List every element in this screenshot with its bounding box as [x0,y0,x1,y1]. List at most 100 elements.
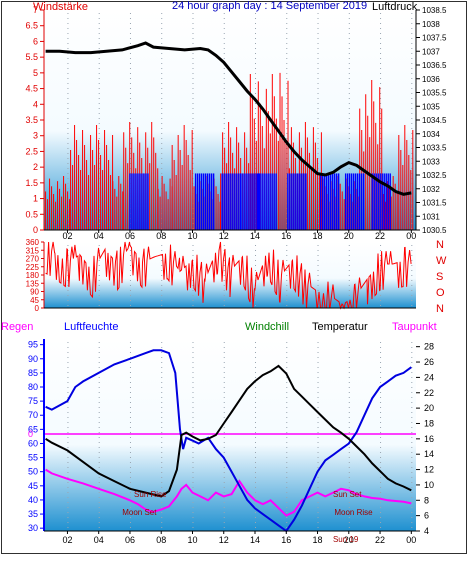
wind-tick-label: 3 [33,131,38,141]
grid-dot [255,412,257,413]
grid-dot [348,68,350,69]
temperature-tick-label: 8 [424,495,429,505]
grid-dot [129,93,131,94]
grid-dot [192,280,194,281]
humidity-y-ticks: 95 90 85 80 75 70 65 60 55 50 45 40 35 30 [28,340,44,533]
grid-dot [380,38,382,39]
grid-dot [380,13,382,14]
grid-dot [192,482,194,483]
humidity-tick-label: 40 [28,495,38,505]
grid-dot [348,128,350,129]
grid-dot [317,250,319,251]
grid-dot [317,218,319,219]
grid-dot [223,442,225,443]
grid-dot [380,78,382,79]
grid-dot [380,362,382,363]
pressure-tick-label: 1034.5 [422,116,447,125]
grid-dot [67,467,69,468]
grid-dot [129,58,131,59]
grid-dot [67,33,69,34]
grid-dot [317,113,319,114]
grid-dot [129,377,131,378]
grid-dot [286,108,288,109]
grid-dot [317,462,319,463]
grid-dot [411,133,413,134]
grid-dot [348,412,350,413]
grid-dot [255,427,257,428]
temperature-x-tick-label: 06 [125,535,135,545]
grid-dot [411,18,413,19]
grid-dot [161,93,163,94]
grid-dot [161,78,163,79]
grid-dot [255,367,257,368]
grid-dot [192,342,194,343]
grid-dot [255,392,257,393]
grid-dot [286,245,288,246]
grid-dot [67,295,69,296]
grid-dot [348,472,350,473]
grid-dot [380,98,382,99]
grid-dot [348,432,350,433]
grid-dot [67,482,69,483]
grid-dot [348,477,350,478]
grid-dot [317,372,319,373]
grid-dot [67,372,69,373]
grid-dot [161,392,163,393]
grid-dot [380,467,382,468]
grid-dot [192,512,194,513]
direction-tick-label: 90 [30,288,39,297]
grid-dot [161,402,163,403]
grid-dot [67,123,69,124]
grid-dot [161,382,163,383]
grid-dot [98,38,100,39]
grid-dot [67,422,69,423]
grid-dot [411,163,413,164]
temperature-panel: Regen Luftfeuchte Windchill Temperatur T… [1,321,437,545]
grid-dot [161,482,163,483]
grid-dot [98,397,100,398]
grid-dot [255,295,257,296]
grid-dot [286,133,288,134]
grid-dot [317,98,319,99]
pressure-tick-label: 1038.5 [422,6,447,15]
grid-dot [67,28,69,29]
grid-dot [67,462,69,463]
grid-dot [255,250,257,251]
grid-dot [380,367,382,368]
grid-dot [411,382,413,383]
grid-dot [317,447,319,448]
grid-dot [380,168,382,169]
grid-dot [348,457,350,458]
grid-dot [348,138,350,139]
grid-dot [317,357,319,358]
grid-dot [129,397,131,398]
grid-dot [411,472,413,473]
grid-dot [161,422,163,423]
grid-dot [192,98,194,99]
grid-dot [286,98,288,99]
grid-dot [411,98,413,99]
grid-dot [411,83,413,84]
grid-dot [98,387,100,388]
grid-dot [223,467,225,468]
grid-dot [192,295,194,296]
grid-dot [411,357,413,358]
grid-dot [348,392,350,393]
grid-dot [411,437,413,438]
grid-dot [286,392,288,393]
grid-dot [286,168,288,169]
grid-dot [223,427,225,428]
grid-dot [192,123,194,124]
pressure-tick-label: 1036.5 [422,61,447,70]
grid-dot [317,457,319,458]
grid-dot [161,98,163,99]
grid-dot [317,78,319,79]
grid-dot [348,33,350,34]
grid-dot [411,387,413,388]
grid-dot [98,198,100,199]
grid-dot [380,402,382,403]
grid-dot [129,497,131,498]
grid-dot [192,108,194,109]
grid-dot [192,397,194,398]
grid-dot [380,372,382,373]
